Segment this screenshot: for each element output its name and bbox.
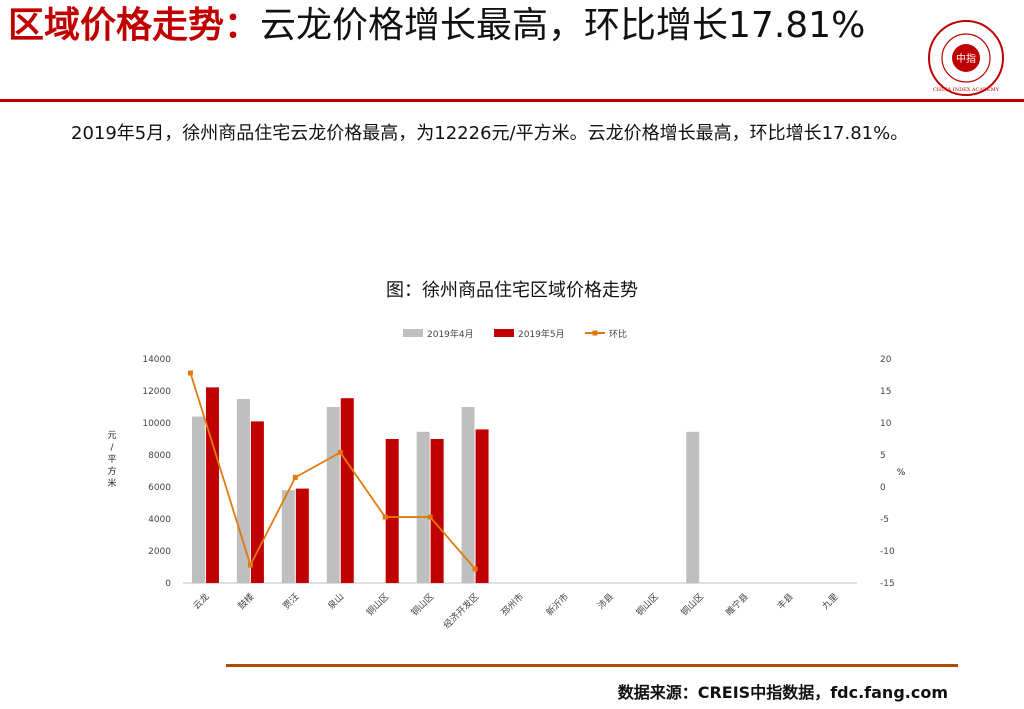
bar-prev xyxy=(236,399,250,583)
x-tick-label: 泉山 xyxy=(325,591,346,612)
x-tick-label: 铜山区 xyxy=(633,591,661,619)
x-tick-label: 新沂市 xyxy=(543,591,571,619)
x-tick-label: 九里 xyxy=(820,591,841,612)
legend-label: 环比 xyxy=(609,328,627,340)
bar-prev xyxy=(686,431,700,583)
x-tick-label: 鼓楼 xyxy=(235,591,256,612)
bar-prev xyxy=(191,416,205,583)
x-tick-label: 云龙 xyxy=(190,591,211,612)
data-source: 数据来源：CREIS中指数据，fdc.fang.com xyxy=(617,683,948,702)
x-tick-label: 睢宁县 xyxy=(723,591,751,619)
bar-prev xyxy=(416,431,430,583)
y-right-tick-label: -5 xyxy=(880,515,889,525)
page-title-highlight: 区域价格走势： xyxy=(8,5,261,46)
x-tick-label: 铜山区 xyxy=(409,591,437,619)
x-tick-label: 邳州市 xyxy=(499,591,527,619)
legend-label: 2019年4月 xyxy=(427,328,474,340)
y-right-tick-label: -15 xyxy=(880,579,895,589)
x-tick-label: 贾汪 xyxy=(281,591,302,612)
line-point xyxy=(337,449,343,455)
line-point xyxy=(187,370,193,376)
line-point xyxy=(472,566,478,572)
y-left-tick-label: 0 xyxy=(165,579,171,589)
line-point xyxy=(247,562,253,568)
logo-ring-text: CHINA INDEX ACADEMY xyxy=(933,87,1000,93)
legend-swatch-marker xyxy=(592,330,598,336)
y-left-tick-label: 6000 xyxy=(148,483,171,493)
legend-label: 2019年5月 xyxy=(518,328,565,340)
china-index-academy-logo: 中指 CHINA INDEX ACADEMY xyxy=(928,20,1004,96)
y-left-tick-label: 12000 xyxy=(142,387,171,397)
y-right-tick-label: 20 xyxy=(880,355,892,365)
bar-prev xyxy=(281,490,295,583)
legend-swatch xyxy=(494,329,514,337)
bar-curr xyxy=(385,439,399,583)
x-tick-label: 铜山区 xyxy=(678,591,706,619)
y-right-tick-label: -10 xyxy=(880,547,895,557)
y-right-tick-label: 5 xyxy=(880,451,886,461)
bar-curr xyxy=(430,439,444,583)
line-point xyxy=(292,474,298,480)
y-right-axis-label: % xyxy=(897,468,906,478)
bottom-rule xyxy=(226,664,958,667)
bar-curr xyxy=(475,429,489,583)
y-right-tick-label: 0 xyxy=(880,483,886,493)
y-right-tick-label: 10 xyxy=(880,419,892,429)
y-left-tick-label: 2000 xyxy=(148,547,171,557)
bar-prev xyxy=(326,407,340,583)
y-left-axis-label: 元/平方米 xyxy=(107,431,116,489)
price-trend-chart: 0 2000 4000 6000 8000 10000 12000 14000 -15 -10 -5… xyxy=(107,328,906,631)
y-left-tick-label: 10000 xyxy=(142,419,171,429)
bar-curr xyxy=(205,387,219,583)
logo-center-text: 中指 xyxy=(956,52,976,65)
x-tick-label: 经济开发区 xyxy=(441,591,481,631)
x-tick-label: 沛县 xyxy=(595,591,616,612)
legend-swatch xyxy=(403,329,423,337)
chart-title: 图：徐州商品住宅区域价格走势 xyxy=(386,280,638,301)
bar-prev xyxy=(461,407,475,583)
line-point xyxy=(382,514,388,520)
y-left-tick-label: 8000 xyxy=(148,451,171,461)
title-rule xyxy=(0,99,1024,102)
y-left-tick-label: 4000 xyxy=(148,515,171,525)
bar-curr xyxy=(340,398,354,583)
x-tick-label: 铜山区 xyxy=(364,591,392,619)
x-tick-label: 丰县 xyxy=(774,591,795,612)
page-title-rest: 云龙价格增长最高，环比增长17.81% xyxy=(260,5,866,46)
summary-paragraph: 2019年5月，徐州商品住宅云龙价格最高，为12226元/平方米。云龙价格增长最… xyxy=(36,120,996,148)
page-title: 区域价格走势：云龙价格增长最高，环比增长17.81% xyxy=(8,4,908,48)
y-right-tick-label: 15 xyxy=(880,387,891,397)
line-point xyxy=(427,514,433,520)
summary-text: 2019年5月，徐州商品住宅云龙价格最高，为12226元/平方米。云龙价格增长最… xyxy=(71,123,909,144)
bar-curr xyxy=(295,488,309,583)
bar-curr xyxy=(250,421,264,583)
y-left-tick-label: 14000 xyxy=(142,355,171,365)
